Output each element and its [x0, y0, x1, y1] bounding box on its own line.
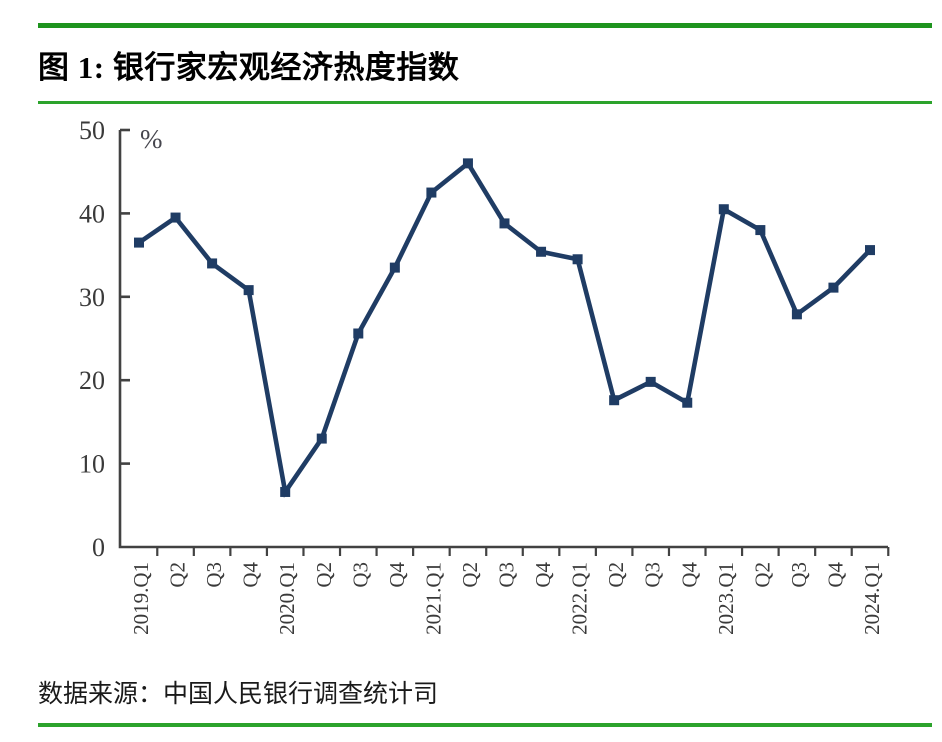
data-point [682, 397, 693, 408]
y-axis-tick-label: 10 [79, 450, 105, 479]
data-point [170, 212, 181, 223]
x-axis-tick-label: Q4 [239, 562, 263, 588]
data-point [865, 245, 875, 256]
x-axis-tick-label: Q2 [312, 562, 336, 588]
data-point [280, 486, 291, 497]
data-line [136, 159, 873, 498]
x-axis-tick-label: Q3 [202, 562, 226, 588]
x-axis-tick-label: Q4 [531, 562, 555, 588]
y-axis-unit-label: % [140, 124, 163, 154]
data-point [462, 158, 473, 169]
x-axis-tick-label: Q4 [677, 562, 701, 588]
data-point [791, 309, 802, 320]
x-axis-tick-label: Q3 [348, 562, 372, 588]
data-point [426, 187, 437, 198]
x-axis-tick-label: 2022.Q1 [568, 562, 592, 635]
x-axis-tick-label: Q4 [385, 562, 409, 588]
data-point [353, 328, 364, 339]
data-point [645, 376, 656, 387]
x-axis-tick-label: 2019.Q1 [129, 562, 153, 635]
data-source-caption: 数据来源：中国人民银行调查统计司 [38, 681, 439, 708]
data-point [609, 395, 620, 406]
title-underline-rule [38, 101, 932, 104]
data-point [828, 282, 839, 293]
x-axis-tick-label: 2023.Q1 [714, 562, 738, 635]
data-point [536, 246, 547, 257]
y-axis-tick-label: 20 [79, 366, 105, 395]
y-axis-tick-label: 30 [79, 283, 105, 312]
x-axis-tick-label: Q3 [787, 562, 811, 588]
bottom-rule [38, 723, 932, 727]
top-rule [38, 23, 932, 28]
x-axis-tick-label: Q2 [458, 562, 482, 588]
x-axis-tick-label: Q4 [823, 562, 847, 588]
data-point [499, 218, 510, 229]
data-point [389, 262, 400, 273]
x-axis-tick-label: Q2 [604, 562, 628, 588]
x-axis-tick-label: 2024.Q1 [860, 562, 884, 635]
x-axis-tick-label: 2020.Q1 [275, 562, 299, 635]
data-point [572, 254, 583, 265]
data-point [134, 237, 144, 248]
y-axis-tick-label: 0 [92, 533, 105, 562]
data-point [755, 225, 766, 236]
figure-title: 图 1: 银行家宏观经济热度指数 [38, 50, 460, 85]
x-axis-tick-label: Q2 [166, 562, 190, 588]
data-point [243, 285, 254, 296]
data-point [207, 258, 218, 269]
axis-lines [118, 130, 888, 549]
x-axis-tick-label: 2021.Q1 [421, 562, 445, 635]
x-axis-tick-label: Q3 [495, 562, 519, 588]
y-axis-tick-label: 40 [79, 199, 105, 228]
x-axis-tick-label: Q3 [641, 562, 665, 588]
x-axis-tick-label: Q2 [750, 562, 774, 588]
y-axis-tick-label: 50 [79, 116, 105, 145]
data-point [718, 204, 729, 215]
data-point [316, 433, 327, 444]
